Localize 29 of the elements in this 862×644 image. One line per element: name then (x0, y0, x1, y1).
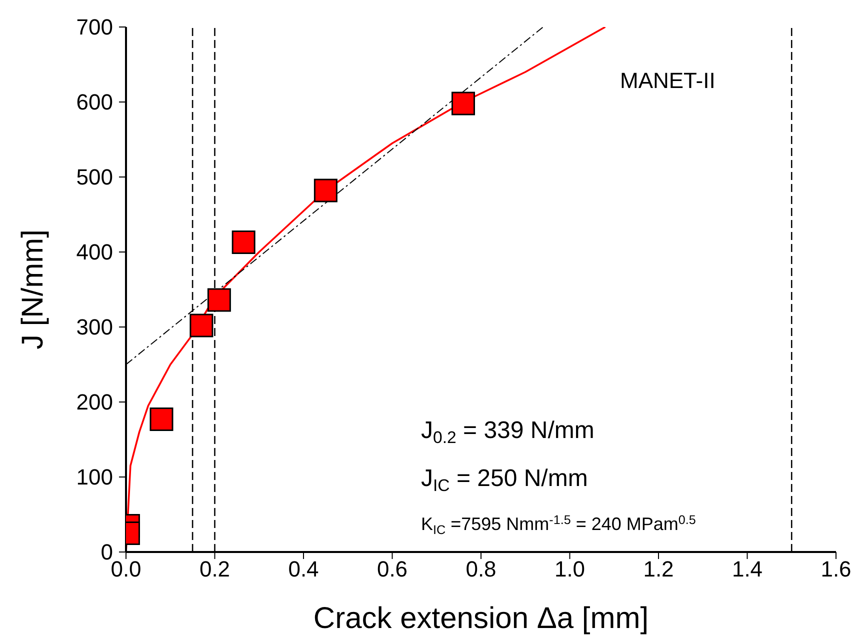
y-tick-label: 600 (76, 90, 113, 115)
x-tick-label: 1.2 (643, 556, 674, 582)
x-tick-label: 1.4 (732, 556, 763, 582)
annotation: J$_{IC}$ = 250 N/mm (421, 465, 588, 496)
annotation: J$_{0.2}$ = 339 N/mm (421, 417, 594, 448)
point (232, 230, 256, 254)
point (314, 178, 338, 202)
x-tick-label: 0.6 (376, 556, 408, 582)
annotation: K$_{IC}$ =7595 Nmm$^{-1.5}$ = 240 MPam$^{0.5}$ (421, 513, 696, 537)
point (150, 408, 174, 431)
y-tick-label: 100 (76, 464, 113, 490)
x-tick-label: 0.0 (110, 556, 142, 582)
y-tick-label: 500 (76, 164, 113, 190)
x-tick-label: 0.2 (199, 556, 230, 582)
x-tick-label: 1.6 (820, 556, 852, 582)
x-axis-title: Crack extension Δa [mm] (313, 602, 649, 635)
x-tick-label: 0.8 (466, 556, 496, 582)
x-tick-label: 1.0 (554, 556, 586, 582)
point (452, 92, 475, 116)
point (207, 288, 231, 312)
x-tick-label: 0.4 (288, 556, 319, 582)
y-tick-label: 300 (76, 314, 113, 340)
y-tick-label: 400 (76, 240, 113, 265)
annotation: MANET-II (620, 68, 716, 93)
y-axis-title: J [N/mm] (16, 230, 50, 350)
y-tick-label: 700 (76, 14, 113, 40)
y-tick-label: 200 (76, 390, 113, 415)
y-tick-label: 0 (100, 540, 113, 565)
point (190, 314, 214, 338)
